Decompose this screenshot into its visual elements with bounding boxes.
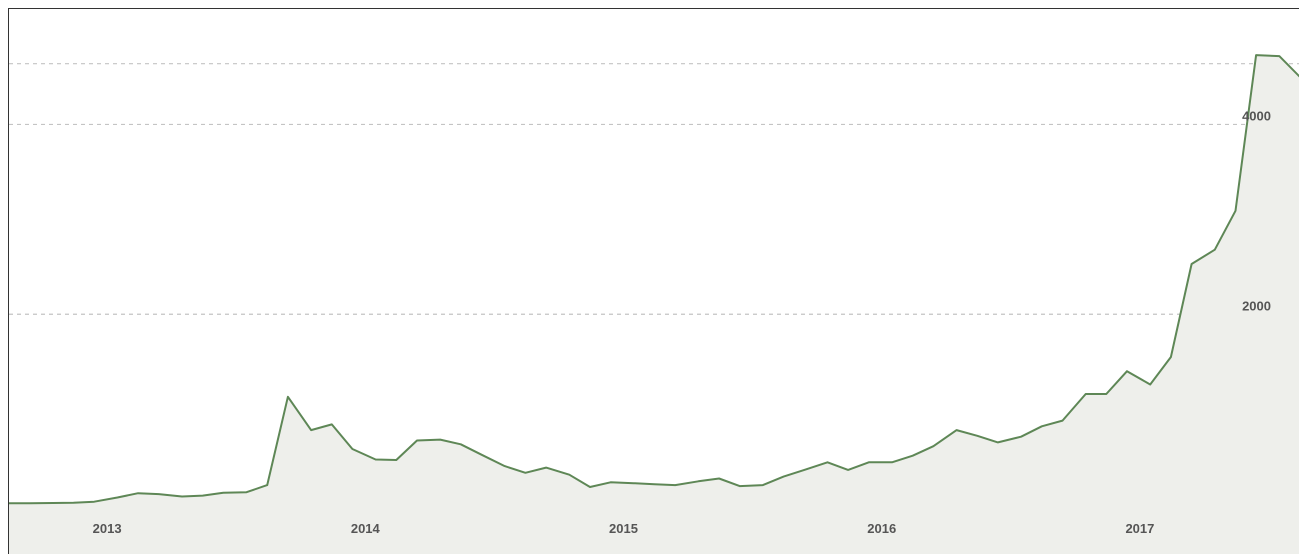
x-tick-label: 2014 — [351, 521, 381, 536]
y-tick-labels: 2000 4000 — [1242, 108, 1271, 313]
price-chart: 2000 4000 2013 2014 2015 2016 2017 — [9, 54, 1299, 554]
series-area — [9, 55, 1299, 554]
grid-lines — [9, 63, 1299, 315]
x-tick-label: 2017 — [1125, 521, 1154, 536]
chart-frame: 2000 4000 2013 2014 2015 2016 2017 — [8, 8, 1299, 554]
y-tick-label: 4000 — [1242, 108, 1271, 123]
x-tick-label: 2013 — [93, 521, 122, 536]
x-tick-label: 2015 — [609, 521, 638, 536]
x-tick-labels: 2013 2014 2015 2016 2017 — [93, 521, 1155, 536]
y-tick-label: 2000 — [1242, 298, 1271, 313]
series-line — [9, 54, 1299, 505]
x-tick-label: 2016 — [867, 521, 896, 536]
